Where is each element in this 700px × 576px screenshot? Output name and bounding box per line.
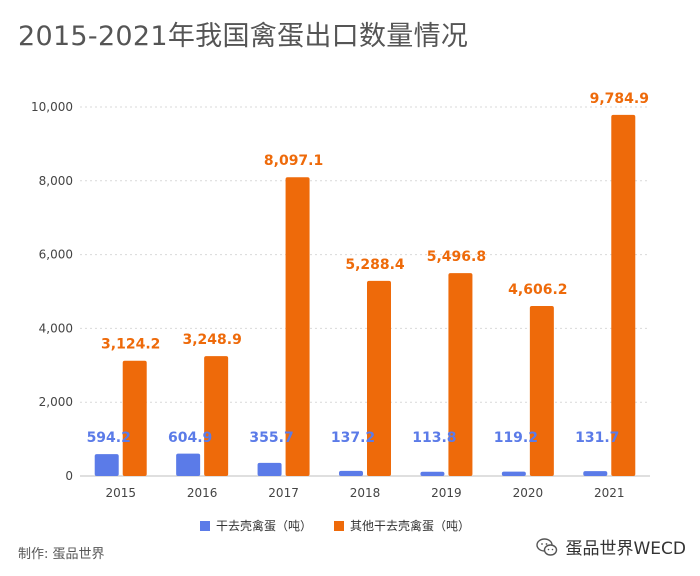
- data-label-other-dried-shelled-eggs: 9,784.9: [590, 91, 649, 107]
- y-tick-label: 4,000: [39, 321, 73, 335]
- bar-other-dried-shelled-eggs: [204, 356, 229, 476]
- legend: 干去壳禽蛋（吨） 其他干去壳禽蛋（吨）: [200, 518, 470, 533]
- bar-other-dried-shelled-eggs: [367, 280, 391, 476]
- data-label-dried-shelled-eggs: 137.2: [331, 430, 375, 446]
- data-label-dried-shelled-eggs: 594.2: [87, 430, 131, 446]
- data-label-dried-shelled-eggs: 604.9: [168, 430, 212, 446]
- x-tick-label: 2015: [105, 486, 136, 500]
- y-tick-label: 0: [65, 469, 73, 483]
- y-tick-label: 2,000: [39, 395, 73, 409]
- chart-title: 2015-2021年我国禽蛋出口数量情况: [18, 21, 469, 52]
- x-tick-label: 2020: [513, 486, 544, 500]
- bar-dried-shelled-eggs: [176, 453, 201, 476]
- x-tick-label: 2017: [268, 486, 299, 500]
- bar-other-dried-shelled-eggs: [529, 306, 554, 476]
- legend-label: 其他干去壳禽蛋（吨）: [350, 518, 470, 533]
- x-tick-label: 2016: [187, 486, 218, 500]
- data-label-dried-shelled-eggs: 131.7: [575, 430, 619, 446]
- x-tick-label: 2019: [431, 486, 462, 500]
- bar-dried-shelled-eggs: [257, 462, 282, 476]
- data-label-other-dried-shelled-eggs: 5,496.8: [427, 249, 486, 265]
- data-label-other-dried-shelled-eggs: 3,248.9: [182, 332, 241, 348]
- bar-other-dried-shelled-eggs: [611, 114, 636, 476]
- bar-dried-shelled-eggs: [94, 454, 119, 476]
- data-label-other-dried-shelled-eggs: 4,606.2: [508, 282, 567, 298]
- bar-dried-shelled-eggs: [420, 471, 445, 476]
- bar-dried-shelled-eggs: [501, 471, 526, 476]
- bar-dried-shelled-eggs: [339, 470, 363, 476]
- data-label-other-dried-shelled-eggs: 5,288.4: [345, 257, 405, 273]
- bar-other-dried-shelled-eggs: [448, 273, 473, 476]
- credit-text: 制作: 蛋品世界: [18, 547, 105, 562]
- data-label-dried-shelled-eggs: 113.8: [412, 430, 456, 446]
- data-label-other-dried-shelled-eggs: 8,097.1: [264, 153, 323, 169]
- bar-other-dried-shelled-eggs: [122, 360, 147, 476]
- axes: 0 2,000 4,000 6,000 8,000 10,000 2015 2016 2017 2…: [31, 100, 650, 500]
- bar-other-dried-shelled-eggs: [285, 177, 310, 476]
- legend-swatch: [200, 521, 210, 531]
- watermark-text: 蛋品世界WECD: [565, 539, 686, 559]
- legend-label: 干去壳禽蛋（吨）: [216, 518, 312, 533]
- x-tick-label: 2018: [350, 486, 381, 500]
- bars: [94, 114, 636, 476]
- wechat-icon: [536, 537, 558, 556]
- y-tick-label: 10,000: [31, 100, 73, 114]
- y-tick-label: 6,000: [39, 248, 73, 262]
- grid-lines: [80, 106, 650, 403]
- x-tick-label: 2021: [594, 486, 625, 500]
- data-labels: 594.2 3,124.2 604.9 3,248.9 355.7 8,097.1 137.…: [87, 91, 649, 446]
- data-label-dried-shelled-eggs: 119.2: [494, 430, 538, 446]
- legend-swatch: [334, 521, 344, 531]
- data-label-dried-shelled-eggs: 355.7: [249, 430, 293, 446]
- bar-dried-shelled-eggs: [583, 471, 608, 476]
- y-tick-label: 8,000: [39, 174, 73, 188]
- watermark: 蛋品世界WECD: [535, 534, 686, 559]
- data-label-other-dried-shelled-eggs: 3,124.2: [101, 337, 160, 353]
